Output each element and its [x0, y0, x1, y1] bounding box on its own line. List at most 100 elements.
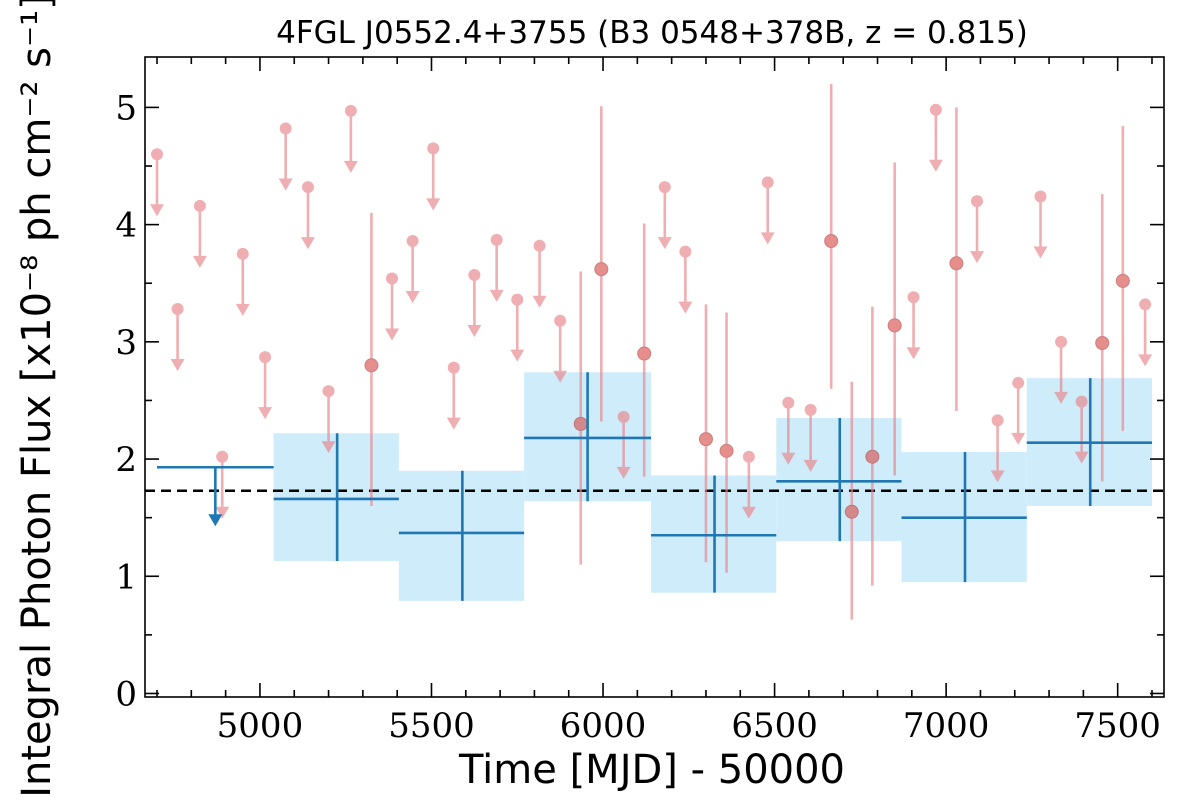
x-tick-label: 6500 [731, 706, 818, 746]
upper-limit-marker [1074, 395, 1089, 464]
flux-point [364, 358, 379, 373]
upper-limit-marker [446, 361, 461, 430]
upper-limit-point [301, 181, 314, 194]
x-tick-label: 7000 [903, 706, 990, 746]
upper-limit-marker [235, 247, 250, 316]
upper-limit-point [1055, 335, 1068, 348]
upper-limit-point [511, 293, 524, 306]
upper-limit-point [468, 269, 481, 282]
upper-limit-arrowhead [467, 325, 482, 338]
flux-point [949, 256, 964, 271]
binned-long-error-bands [273, 372, 1152, 601]
upper-limit-arrowhead [300, 237, 315, 250]
upper-limit-point [344, 104, 357, 117]
data-point [1115, 126, 1130, 431]
upper-limit-point [1075, 395, 1088, 408]
upper-limit-arrowhead [321, 441, 336, 454]
y-tick-label: 1 [115, 557, 137, 597]
upper-limit-arrowhead [657, 237, 672, 250]
data-point [887, 162, 902, 476]
upper-limit-arrowhead [532, 295, 547, 308]
upper-limit-arrowhead [990, 470, 1005, 483]
upper-limit-point [554, 314, 567, 327]
data-point [844, 381, 859, 620]
y-tick-label: 3 [115, 323, 137, 363]
upper-limit-arrowhead [489, 289, 504, 302]
upper-limit-arrowhead [426, 198, 441, 211]
upper-limit-marker [781, 396, 796, 465]
y-tick-label: 4 [115, 206, 137, 246]
data-point [865, 306, 880, 586]
upper-limit-arrowhead [1138, 354, 1153, 367]
upper-limit-marker [510, 293, 525, 362]
upper-limit-point [259, 351, 272, 364]
upper-limit-marker [489, 233, 504, 302]
upper-limit-arrowhead [446, 417, 461, 430]
upper-limit-arrowhead [553, 370, 568, 383]
upper-limit-point [679, 245, 692, 258]
upper-limit-marker [150, 148, 165, 217]
upper-limit-point [617, 410, 630, 423]
upper-limit-arrowhead [258, 407, 273, 420]
upper-limit-arrowhead [970, 251, 985, 264]
upper-limit-marker [1054, 335, 1069, 404]
data-point [719, 312, 734, 573]
upper-limit-point [1139, 298, 1152, 311]
upper-limit-point [782, 396, 795, 409]
upper-limit-point [991, 414, 1004, 427]
upper-limit-marker [657, 181, 672, 250]
upper-limit-point [1012, 376, 1025, 389]
flux-point [1095, 336, 1110, 351]
y-tick-label: 5 [115, 88, 137, 128]
x-tick-label: 5000 [217, 706, 304, 746]
upper-limit-arrowhead [760, 232, 775, 245]
upper-limit-marker [928, 103, 943, 172]
binned-data-point [776, 418, 902, 542]
upper-limit-arrowhead [678, 301, 693, 314]
upper-limit-marker [532, 239, 547, 308]
upper-limit-arrowhead [1033, 246, 1048, 259]
upper-limit-point [658, 181, 671, 194]
data-point [824, 83, 839, 389]
upper-limit-marker [258, 351, 273, 420]
upper-limit-marker [970, 195, 985, 264]
upper-limit-point [1034, 190, 1047, 203]
upper-limit-marker [1138, 298, 1153, 367]
upper-limit-arrowhead [1011, 432, 1026, 445]
flux-point [865, 449, 880, 464]
y-axis-label: Integral Photon Flux [x10⁻⁸ ph cm⁻² s⁻¹] [14, 0, 60, 798]
upper-limit-point [236, 247, 249, 260]
upper-limit-marker [990, 414, 1005, 483]
upper-limit-arrowhead [343, 160, 358, 173]
upper-limit-marker [906, 291, 921, 360]
binned-short-series [150, 83, 1153, 620]
x-tick-label: 6000 [560, 706, 647, 746]
data-point [949, 107, 964, 411]
upper-limit-point [386, 272, 399, 285]
upper-limit-marker [278, 122, 293, 191]
upper-limit-arrowhead [405, 291, 420, 304]
upper-limit-point [447, 361, 460, 374]
data-point [637, 223, 652, 477]
upper-limit-marker [321, 385, 336, 454]
upper-limit-arrowhead [208, 514, 223, 527]
x-tick-label: 5500 [388, 706, 475, 746]
upper-limit-point [490, 233, 503, 246]
upper-limit-arrowhead [510, 349, 525, 362]
upper-limit-arrowhead [150, 204, 165, 217]
upper-limit-arrowhead [278, 178, 293, 191]
upper-limit-arrowhead [741, 506, 756, 519]
upper-limit-marker [467, 269, 482, 338]
upper-limit-marker [215, 450, 230, 519]
data-point [1095, 194, 1110, 482]
x-tick-label: 7500 [1074, 706, 1161, 746]
upper-limit-point [406, 235, 419, 248]
upper-limit-arrowhead [781, 452, 796, 465]
data-point [594, 106, 609, 422]
flux-point [594, 262, 609, 277]
upper-limit-arrowhead [803, 459, 818, 472]
upper-limit-marker [170, 303, 185, 372]
upper-limit-marker [678, 245, 693, 314]
upper-limit-point [804, 403, 817, 416]
